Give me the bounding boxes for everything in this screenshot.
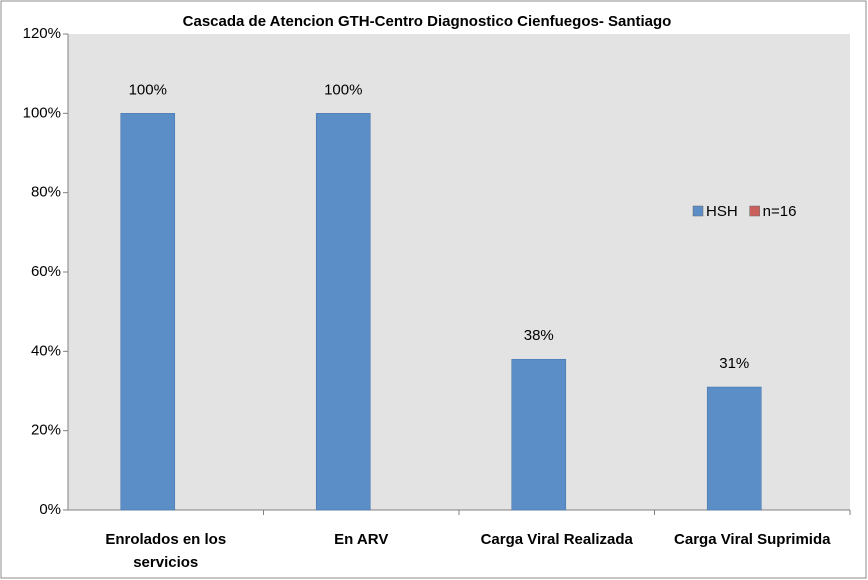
bar [706,386,762,511]
bar [120,113,176,511]
x-tick-label: Enrolados en los servicios [105,531,227,571]
y-tick-label: 20% [31,422,61,439]
legend-label: HSH [706,203,738,220]
data-label: 100% [324,81,362,98]
data-label: 31% [719,355,749,372]
data-label: 100% [129,81,167,98]
y-tick-label: 80% [31,184,61,201]
y-tick-label: 40% [31,342,61,359]
bar [315,113,371,511]
legend-label: n=16 [763,203,797,220]
x-tick-label: Carga Viral Realizada [480,531,633,548]
y-tick-label: 60% [31,263,61,280]
bar [511,358,567,511]
y-tick-label: 0% [39,501,61,518]
x-tick-label: Carga Viral Suprimida [674,531,831,548]
chart-title: Cascada de Atencion GTH-Centro Diagnosti… [183,13,672,30]
data-label: 38% [524,327,554,344]
y-tick-label: 100% [23,104,61,121]
legend-swatch [749,205,760,217]
x-tick-label: En ARV [334,531,389,548]
legend-swatch [692,205,704,217]
y-tick-label: 120% [23,25,61,42]
